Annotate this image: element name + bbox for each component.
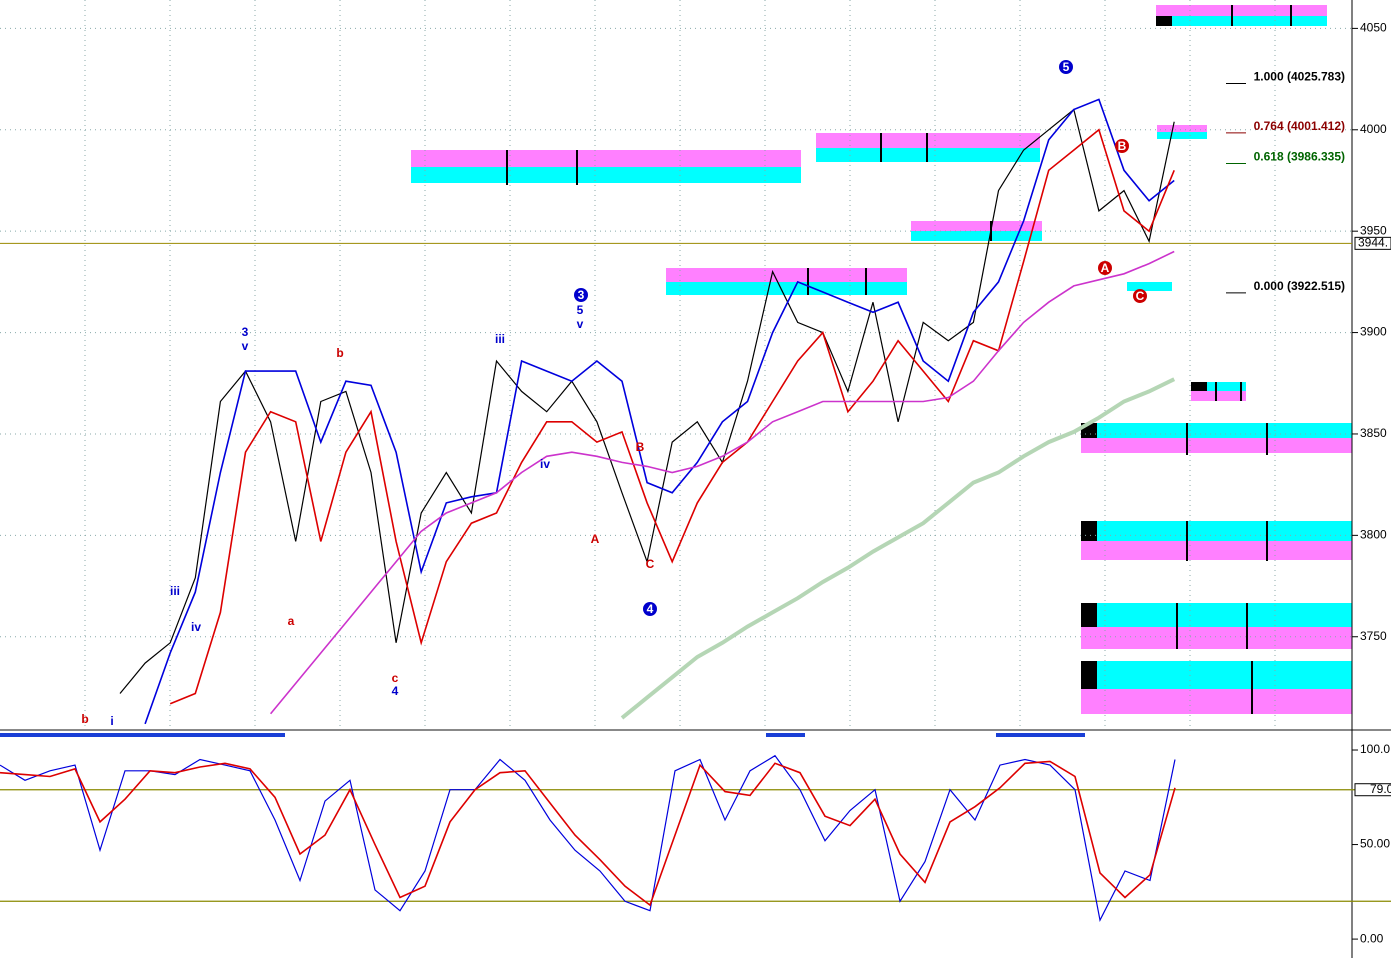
zone [1081,603,1352,627]
annotation: 4 [647,602,654,616]
zone [1156,5,1327,16]
y-tick-label: 3850 [1360,426,1387,440]
fib-label: 0.764 (4001.412) [1254,119,1345,133]
zone [1172,16,1327,26]
zones [411,5,1352,714]
series-line [169,128,1175,705]
annotation: A [591,532,600,546]
zone [911,231,1042,241]
zone [411,167,801,183]
zone [411,150,801,167]
y-tick-label: 4050 [1360,21,1387,35]
zone [1081,627,1352,649]
zone [1191,382,1246,391]
y-tick-label: 50.00 [1360,837,1390,851]
annotation: B [1118,139,1127,153]
zone [666,282,907,295]
zone [1191,391,1246,401]
annotation-circle [1098,261,1112,275]
zone [911,221,1042,231]
series-line [0,754,1176,923]
annotation: 5 [1063,60,1070,74]
zone [1081,661,1352,689]
zone [1081,521,1097,541]
annotation: b [81,712,88,726]
fib-label: 1.000 (4025.783) [1254,70,1345,84]
y-tick-label: 3950 [1360,223,1387,237]
zone [1157,125,1207,132]
annotation-circle [574,288,588,302]
series-line [144,98,1175,725]
annotation-circle [1059,60,1073,74]
annotation: 4 [392,684,399,698]
annotation: c [392,671,399,685]
annotation-circle [1133,289,1147,303]
annotation: 3 [242,325,249,339]
annotation: 5 [577,303,584,317]
annotation: b [336,346,343,360]
series-line [119,108,1175,694]
fib-label: 0.000 (3922.515) [1254,279,1345,293]
annotation-circle [1115,139,1129,153]
zone [1081,689,1352,714]
annotation: C [1136,289,1145,303]
series-line [620,377,1176,720]
annotation: 3 [578,288,585,302]
zone [1081,438,1352,453]
annotation: iii [170,584,180,598]
zone [1191,382,1207,391]
annotation: iv [191,620,201,634]
y-tick-label: 3750 [1360,629,1387,643]
reference-label: 79.0 [1370,782,1391,796]
fib-label: 0.618 (3986.335) [1254,150,1345,164]
annotation: A [1101,261,1110,275]
annotation: iii [495,332,505,346]
annotation: iv [540,457,550,471]
y-tick-label: 4000 [1360,122,1387,136]
annotation: a [288,614,295,628]
zone [1081,661,1097,689]
zone [1127,282,1172,291]
zone [1157,132,1207,139]
y-tick-label: 100.0 [1360,742,1390,756]
zone [1081,541,1352,560]
series-line [269,250,1175,715]
reference-label-box [1354,236,1391,250]
zone [1081,423,1352,438]
series-line [0,760,1176,907]
annotation-circle [643,602,657,616]
reference-label-box [1354,783,1391,797]
annotation: v [242,339,249,353]
zone [1081,521,1352,541]
annotation: i [110,714,113,728]
reference-label: 3944. [1358,236,1388,250]
annotation: C [646,557,655,571]
annotation: v [577,317,584,331]
zone [1081,603,1097,627]
y-tick-label: 0.00 [1360,931,1384,945]
y-tick-label: 3900 [1360,325,1387,339]
y-tick-label: 3800 [1360,528,1387,542]
annotation: B [636,440,645,454]
zone [666,268,907,282]
zone [1156,16,1172,26]
